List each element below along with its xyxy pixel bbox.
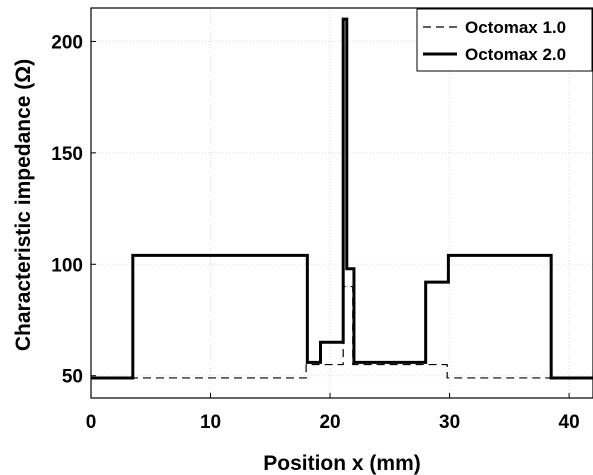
legend-box bbox=[416, 8, 593, 72]
legend-label: Octomax 2.0 bbox=[465, 45, 566, 64]
y-tick-label: 200 bbox=[51, 32, 83, 53]
x-tick-label: 20 bbox=[319, 412, 340, 433]
plot-frame bbox=[90, 7, 593, 399]
series-line-octomax-2 bbox=[91, 17, 593, 380]
x-tick-label: 0 bbox=[86, 412, 97, 433]
legend: Octomax 1.0 Octomax 2.0 bbox=[416, 8, 593, 72]
y-tick-label: 100 bbox=[51, 255, 83, 276]
series-line-octomax-1 bbox=[91, 285, 593, 379]
tick-layer: 0 10 20 30 40 50 100 150 200 bbox=[51, 32, 579, 433]
y-tick-label: 50 bbox=[62, 367, 83, 388]
y-axis-label: Characteristic impedance (Ω) bbox=[12, 59, 35, 351]
y-tick-label: 150 bbox=[51, 144, 83, 165]
legend-label: Octomax 1.0 bbox=[465, 18, 566, 37]
x-tick-label: 30 bbox=[439, 412, 460, 433]
x-axis-label: Position x (mm) bbox=[263, 452, 421, 475]
series-layer bbox=[91, 17, 593, 380]
x-tick-label: 10 bbox=[200, 412, 221, 433]
x-tick-label: 40 bbox=[559, 412, 580, 433]
